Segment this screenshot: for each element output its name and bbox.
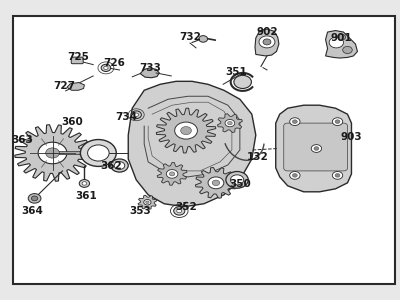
Text: 352: 352 <box>175 202 197 212</box>
Circle shape <box>208 177 224 189</box>
Circle shape <box>169 172 175 176</box>
Circle shape <box>311 145 322 152</box>
Circle shape <box>335 174 340 177</box>
Polygon shape <box>276 105 352 192</box>
Text: 350: 350 <box>229 179 251 189</box>
Circle shape <box>292 120 297 123</box>
Circle shape <box>101 64 111 71</box>
Circle shape <box>199 36 208 42</box>
Circle shape <box>174 207 185 215</box>
Polygon shape <box>255 29 279 56</box>
Text: 902: 902 <box>257 27 278 37</box>
Polygon shape <box>138 195 157 209</box>
Circle shape <box>329 37 344 48</box>
Circle shape <box>177 209 182 213</box>
Polygon shape <box>156 108 216 153</box>
Circle shape <box>226 172 248 188</box>
Circle shape <box>131 111 142 118</box>
Circle shape <box>343 46 352 53</box>
Polygon shape <box>140 68 159 78</box>
Text: 727: 727 <box>54 81 76 91</box>
Polygon shape <box>67 82 84 90</box>
FancyBboxPatch shape <box>13 16 395 284</box>
Text: 364: 364 <box>22 206 44 216</box>
Circle shape <box>332 118 343 125</box>
Polygon shape <box>128 81 256 207</box>
Circle shape <box>230 175 244 185</box>
Circle shape <box>338 34 346 40</box>
Circle shape <box>88 145 109 161</box>
Circle shape <box>290 118 300 125</box>
Text: 132: 132 <box>247 152 269 163</box>
Circle shape <box>332 172 343 179</box>
Circle shape <box>228 122 232 125</box>
Circle shape <box>114 162 125 170</box>
Circle shape <box>292 174 297 177</box>
Text: 353: 353 <box>129 206 151 216</box>
Polygon shape <box>195 167 236 198</box>
Circle shape <box>79 180 90 187</box>
Text: 725: 725 <box>68 52 89 62</box>
Circle shape <box>175 122 198 139</box>
Circle shape <box>166 169 178 178</box>
Text: 903: 903 <box>341 132 362 142</box>
Circle shape <box>111 159 128 172</box>
Text: 732: 732 <box>179 32 201 41</box>
Circle shape <box>80 140 116 166</box>
Text: 733: 733 <box>139 63 161 73</box>
Circle shape <box>46 148 59 158</box>
Circle shape <box>290 172 300 179</box>
Circle shape <box>146 201 149 203</box>
Text: 351: 351 <box>225 68 247 77</box>
Circle shape <box>212 180 220 186</box>
Circle shape <box>82 182 87 185</box>
Circle shape <box>335 120 340 123</box>
Circle shape <box>31 196 38 201</box>
Circle shape <box>314 147 319 150</box>
FancyBboxPatch shape <box>284 123 348 171</box>
Circle shape <box>225 119 235 127</box>
FancyBboxPatch shape <box>71 57 83 64</box>
Circle shape <box>134 113 138 116</box>
Text: 726: 726 <box>103 58 125 68</box>
Circle shape <box>28 194 41 203</box>
Circle shape <box>38 142 67 164</box>
Text: 363: 363 <box>12 134 34 145</box>
Circle shape <box>181 127 192 135</box>
Circle shape <box>234 75 252 88</box>
Polygon shape <box>326 31 358 58</box>
Circle shape <box>144 200 151 205</box>
Text: 734: 734 <box>115 112 137 122</box>
Text: 360: 360 <box>62 117 83 127</box>
Polygon shape <box>157 163 187 185</box>
Text: 361: 361 <box>76 191 97 201</box>
Text: 901: 901 <box>331 33 352 43</box>
FancyBboxPatch shape <box>50 152 112 154</box>
Polygon shape <box>217 114 242 133</box>
Text: 362: 362 <box>101 161 122 171</box>
Circle shape <box>259 36 275 48</box>
Circle shape <box>263 39 271 45</box>
Circle shape <box>104 66 108 70</box>
Polygon shape <box>15 125 90 181</box>
